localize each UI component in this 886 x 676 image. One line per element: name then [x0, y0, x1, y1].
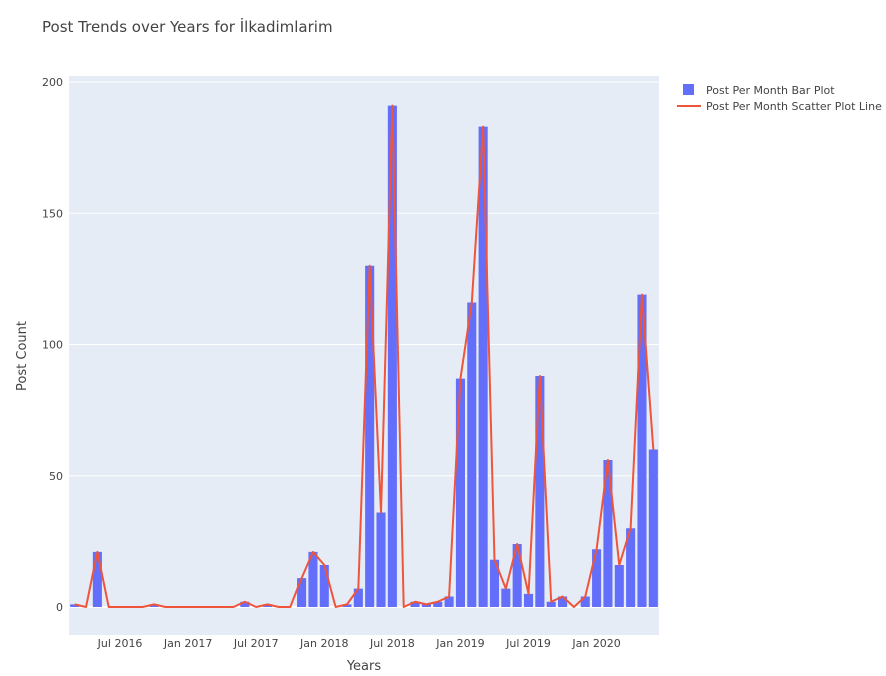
- x-tick-label: Jan 2020: [571, 637, 620, 650]
- y-tick-label: 200: [42, 76, 63, 89]
- bar[interactable]: [342, 604, 352, 607]
- bar[interactable]: [455, 378, 465, 607]
- bar[interactable]: [433, 601, 443, 607]
- series-line[interactable]: [74, 104, 655, 608]
- bar[interactable]: [149, 604, 159, 607]
- bar[interactable]: [478, 126, 488, 607]
- bar[interactable]: [535, 376, 545, 607]
- bar[interactable]: [523, 593, 534, 607]
- bar[interactable]: [353, 588, 363, 607]
- bar[interactable]: [297, 578, 307, 607]
- y-tick-label: 150: [42, 207, 63, 220]
- bar[interactable]: [308, 551, 318, 607]
- x-tick-label: Jul 2018: [369, 637, 415, 650]
- x-tick-label: Jul 2019: [505, 637, 551, 650]
- bar[interactable]: [70, 604, 80, 607]
- bar[interactable]: [376, 512, 386, 608]
- bar[interactable]: [648, 449, 658, 608]
- y-tick-label: 100: [42, 339, 63, 352]
- y-tick-labels: 0 50 100 150 200: [42, 76, 63, 614]
- bar[interactable]: [240, 601, 250, 607]
- chart-title: Post Trends over Years for İlkadimlarim: [42, 17, 333, 36]
- x-tick-label: Jul 2016: [97, 637, 143, 650]
- bar[interactable]: [387, 105, 397, 607]
- bar[interactable]: [501, 588, 511, 607]
- y-tick-label: 0: [56, 601, 63, 614]
- legend-line-label: Post Per Month Scatter Plot Line: [706, 100, 882, 113]
- bar[interactable]: [421, 604, 431, 607]
- y-tick-label: 50: [49, 470, 63, 483]
- bar[interactable]: [637, 294, 647, 607]
- x-tick-label: Jan 2017: [163, 637, 212, 650]
- bar[interactable]: [489, 559, 500, 607]
- y-axis-title: Post Count: [15, 321, 30, 391]
- bar[interactable]: [467, 302, 477, 608]
- x-axis-title: Years: [346, 659, 382, 674]
- bar[interactable]: [365, 265, 375, 607]
- line-series[interactable]: [74, 104, 655, 608]
- bar[interactable]: [546, 601, 556, 607]
- plot-area: [69, 76, 659, 635]
- bar[interactable]: [580, 596, 590, 608]
- legend-bar-label: Post Per Month Bar Plot: [706, 84, 835, 97]
- bar[interactable]: [512, 544, 522, 607]
- bar[interactable]: [558, 596, 568, 608]
- bar[interactable]: [603, 460, 613, 607]
- bar[interactable]: [92, 551, 102, 607]
- x-tick-label: Jan 2018: [299, 637, 348, 650]
- bar[interactable]: [614, 565, 624, 607]
- x-tick-label: Jan 2019: [435, 637, 484, 650]
- x-tick-label: Jul 2017: [233, 637, 279, 650]
- bar[interactable]: [410, 601, 420, 607]
- bars[interactable]: [70, 105, 658, 608]
- legend-bar-swatch: [683, 84, 694, 95]
- bar[interactable]: [626, 528, 636, 607]
- x-tick-labels: Jul 2016 Jan 2017 Jul 2017 Jan 2018 Jul 2018…: [97, 637, 621, 650]
- legend[interactable]: Post Per Month Bar Plot Post Per Month S…: [677, 84, 882, 113]
- bar[interactable]: [444, 596, 454, 608]
- bar[interactable]: [263, 604, 273, 607]
- bar[interactable]: [592, 549, 602, 607]
- bar[interactable]: [319, 565, 329, 607]
